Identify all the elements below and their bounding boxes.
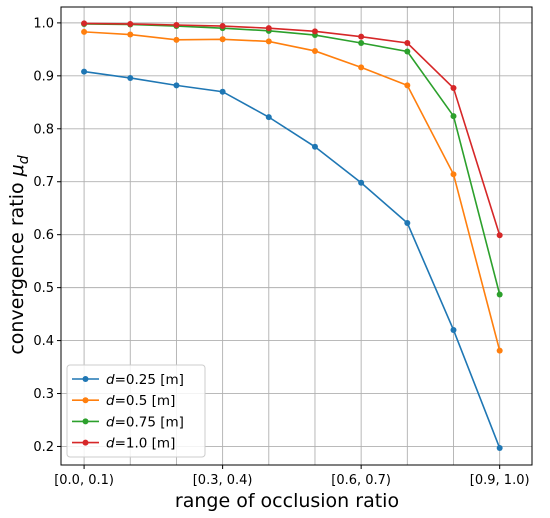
legend-label-value: =0.5 [m]: [115, 393, 176, 409]
legend-marker: [82, 439, 89, 446]
series-line: [83, 70, 501, 449]
data-point: [173, 22, 180, 29]
data-point: [496, 347, 503, 354]
data-point: [358, 179, 365, 186]
x-tick-label: [0.6, 0.7): [331, 473, 391, 488]
data-point: [127, 20, 134, 27]
data-point: [404, 220, 411, 227]
x-tick-label: [0.0, 0.1): [54, 473, 114, 488]
data-point: [127, 31, 134, 38]
y-tick-label: 0.3: [33, 387, 54, 402]
data-point: [219, 36, 226, 43]
legend-label: d=0.75 [m]: [106, 414, 184, 430]
data-point: [404, 82, 411, 89]
y-tick-label: 1.0: [33, 16, 54, 31]
data-point: [81, 28, 88, 35]
series-lines: [81, 20, 503, 452]
y-tick-label: 0.8: [33, 122, 54, 137]
data-point: [450, 171, 457, 178]
data-point: [265, 114, 272, 121]
series-line: [84, 23, 501, 295]
data-point: [81, 68, 88, 75]
y-tick-label: 0.6: [33, 228, 54, 243]
data-point: [265, 38, 272, 45]
data-point: [404, 48, 411, 55]
legend-item-2: d=0.75 [m]: [72, 414, 184, 430]
data-point: [450, 326, 457, 333]
x-axis-ticks: [0.0, 0.1) [0.3, 0.4) [0.6, 0.7) [0.9, 1.0): [54, 465, 530, 488]
data-point: [311, 47, 318, 54]
data-point: [496, 291, 503, 298]
data-point: [173, 36, 180, 43]
series-line: [84, 22, 501, 236]
data-point: [311, 28, 318, 35]
legend-item-0: d=0.25 [m]: [72, 372, 184, 388]
data-point: [404, 40, 411, 47]
y-axis-label-subscript: d: [16, 155, 32, 164]
y-tick-label: 0.5: [33, 281, 54, 296]
legend-label-value: =0.75 [m]: [115, 414, 184, 430]
series-3: [81, 20, 503, 239]
legend-label-variable: d: [106, 372, 115, 388]
legend-label: d=0.25 [m]: [106, 372, 184, 388]
legend-item-3: d=1.0 [m]: [72, 436, 175, 452]
y-axis-label: convergence ratio μd: [6, 155, 32, 354]
plot-frame: [60, 6, 533, 466]
legend-label-value: =1.0 [m]: [115, 436, 176, 452]
series-2: [81, 20, 503, 298]
y-tick-label: 0.4: [33, 334, 54, 349]
data-point: [450, 85, 457, 92]
data-point: [358, 64, 365, 71]
data-point: [219, 88, 226, 95]
data-point: [173, 82, 180, 89]
y-tick-label: 0.7: [33, 175, 54, 190]
data-point: [311, 143, 318, 150]
data-point: [358, 33, 365, 40]
data-point: [81, 20, 88, 27]
data-point: [496, 232, 503, 239]
legend-marker: [82, 397, 89, 404]
legend-item-1: d=0.5 [m]: [72, 393, 175, 409]
data-point: [265, 25, 272, 32]
series-0: [81, 68, 503, 452]
legend-box: [66, 364, 206, 458]
y-axis-ticks: 0.2 0.3 0.4 0.5 0.6 0.7 0.8 0.9 1.0: [33, 16, 61, 455]
x-axis-label: range of occlusion ratio: [175, 490, 399, 512]
data-point: [450, 113, 457, 120]
series-line: [84, 31, 501, 351]
legend-label-variable: d: [106, 414, 115, 430]
legend-label-value: =0.25 [m]: [115, 372, 184, 388]
x-tick-label: [0.9, 1.0): [470, 473, 530, 488]
legend: d=0.25 [m]d=0.5 [m]d=0.75 [m]d=1.0 [m]: [66, 364, 206, 458]
y-axis-label-symbol: μ: [6, 164, 28, 177]
data-point: [496, 445, 503, 452]
legend-label-variable: d: [106, 436, 115, 452]
y-axis-label-main: convergence ratio: [6, 176, 28, 354]
legend-label: d=1.0 [m]: [106, 436, 175, 452]
series-1: [81, 28, 503, 354]
data-point: [127, 74, 134, 81]
legend-label: d=0.5 [m]: [106, 393, 175, 409]
data-point: [358, 40, 365, 47]
x-tick-label: [0.3, 0.4): [193, 473, 253, 488]
legend-marker: [82, 376, 89, 382]
data-point: [219, 23, 226, 30]
y-tick-label: 0.9: [33, 69, 54, 84]
y-tick-label: 0.2: [33, 440, 54, 455]
legend-label-variable: d: [106, 393, 115, 409]
legend-marker: [82, 418, 89, 425]
